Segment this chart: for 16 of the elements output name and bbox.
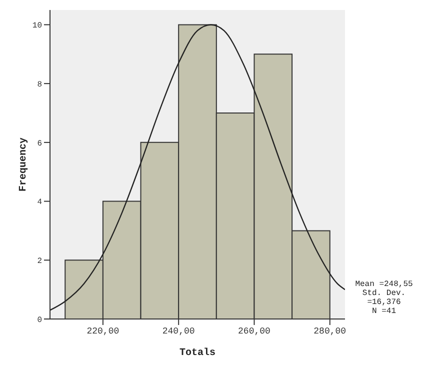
y-tick-label: 6 <box>37 139 42 148</box>
y-tick-label: 0 <box>37 316 42 325</box>
y-tick-label: 4 <box>37 198 42 208</box>
text: Mean =248,55 <box>354 280 414 289</box>
text: N =41 <box>370 307 397 316</box>
y-axis-title: Frequency <box>18 137 30 192</box>
x-tick-label: 280,00 <box>314 326 346 336</box>
y-tick-label: 2 <box>37 256 42 266</box>
y-tick-label: 8 <box>37 80 42 90</box>
y-tick-label: 10 <box>32 22 42 31</box>
x-tick-label: 260,00 <box>238 326 270 336</box>
line-series <box>50 24 345 311</box>
text: Std. Dev. =16,376 <box>361 289 407 307</box>
x-axis-title: Totals <box>179 347 216 359</box>
x-tick-label: 220,00 <box>86 326 120 336</box>
x-tick-label: 240,00 <box>162 326 195 336</box>
